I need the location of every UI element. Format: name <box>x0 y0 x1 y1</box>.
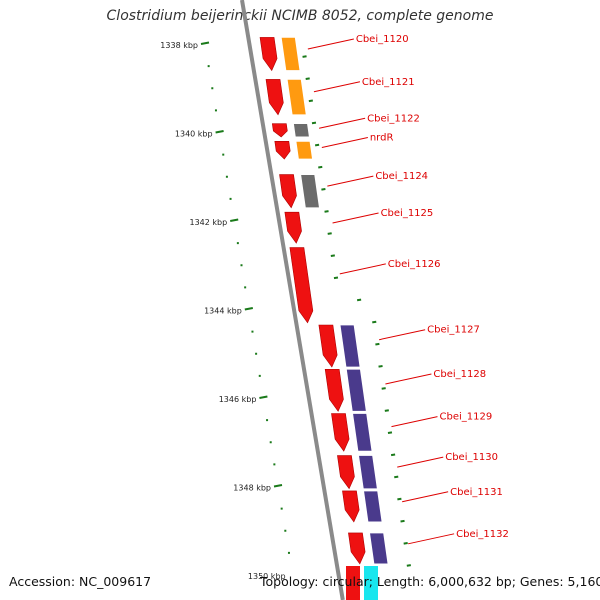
label-leader <box>327 175 374 187</box>
gene-bar[interactable] <box>364 566 378 600</box>
feature-tick <box>403 542 408 545</box>
cds-arrow[interactable] <box>259 37 278 72</box>
backbone-layer <box>240 0 345 600</box>
topology-summary: Topology: circular; Length: 6,000,632 bp… <box>260 574 600 589</box>
label-leader <box>321 137 368 149</box>
ruler-label: 1342 kbp <box>190 218 228 227</box>
major-tick <box>230 218 239 222</box>
major-tick <box>273 484 283 488</box>
label-leader <box>379 329 426 341</box>
feature-tick <box>318 165 323 169</box>
gene-bar[interactable] <box>369 532 389 565</box>
gene-bar[interactable] <box>295 140 313 160</box>
feature-tick <box>394 475 399 479</box>
feature-tick <box>321 188 326 191</box>
feature-tick <box>406 564 411 567</box>
feature-tick <box>327 232 332 235</box>
ruler-label: 1350 kbp <box>248 572 286 581</box>
feature-tick <box>375 342 380 346</box>
ruler-label: 1340 kbp <box>175 130 213 139</box>
major-tick <box>244 307 253 311</box>
gene-label: Cbei_1124 <box>375 171 428 182</box>
label-leader <box>408 533 455 545</box>
gene-bar[interactable] <box>358 455 378 490</box>
feature-tick <box>302 55 307 58</box>
feature-tick <box>372 320 377 324</box>
gene-bar[interactable] <box>363 490 383 523</box>
feature-tick <box>378 365 383 368</box>
feature-tick <box>305 77 310 80</box>
cds-arrow[interactable] <box>279 174 297 209</box>
label-leader <box>319 117 366 129</box>
cds-arrow[interactable] <box>318 324 338 368</box>
gene-label: Cbei_1129 <box>439 412 492 423</box>
major-tick <box>259 395 268 399</box>
gene-label: Cbei_1127 <box>427 325 480 336</box>
cds-arrow[interactable] <box>348 532 366 565</box>
ruler-label: 1348 kbp <box>233 484 271 493</box>
label-leader <box>402 491 449 503</box>
accession-label: Accession: NC_009617 <box>9 574 152 589</box>
cds-arrow[interactable] <box>342 490 360 523</box>
label-leader <box>391 416 438 428</box>
major-tick <box>200 41 210 45</box>
gene-bar[interactable] <box>286 79 307 116</box>
gene-label: Cbei_1120 <box>356 34 409 45</box>
gene-label: Cbei_1130 <box>445 452 498 463</box>
ruler-label: 1344 kbp <box>204 307 242 316</box>
gene-label: Cbei_1132 <box>456 529 509 540</box>
feature-tick <box>356 298 362 302</box>
cds-arrow[interactable] <box>289 247 314 324</box>
backbone-line <box>240 0 345 600</box>
gene-label: Cbei_1128 <box>433 369 486 380</box>
label-leader <box>397 456 444 468</box>
feature-layer <box>259 36 389 600</box>
label-leader <box>339 263 386 275</box>
major-tick <box>215 130 224 134</box>
cds-arrow[interactable] <box>324 368 344 412</box>
gene-bar[interactable] <box>352 413 373 452</box>
ruler-label: 1346 kbp <box>219 395 257 404</box>
label-leader <box>307 38 354 50</box>
label-leader <box>313 81 361 93</box>
feature-tick <box>397 497 402 501</box>
feature-tick <box>333 276 339 280</box>
feature-tick <box>384 409 389 412</box>
gene-label: Cbei_1126 <box>388 259 441 270</box>
gene-bar[interactable] <box>300 174 320 209</box>
gene-label: Cbei_1122 <box>367 113 420 124</box>
gene-bar[interactable] <box>292 123 310 138</box>
label-leader <box>385 373 432 385</box>
ruler-layer: 1338 kbp 1340 kbp 1342 kbp 1344 kbp 1346 kbp… <box>160 41 411 581</box>
label-leader <box>332 212 379 224</box>
feature-tick <box>390 453 396 457</box>
gene-label: Cbei_1125 <box>381 208 434 219</box>
cds-arrow[interactable] <box>284 211 302 244</box>
map-title: Clostridium beijerinckii NCIMB 8052, com… <box>106 8 494 24</box>
gene-label: Cbei_1121 <box>362 77 415 88</box>
feature-tick <box>314 143 320 147</box>
feature-tick <box>308 99 313 103</box>
feature-tick <box>400 519 405 523</box>
cds-arrow[interactable] <box>337 455 355 490</box>
cds-arrow[interactable] <box>265 79 284 116</box>
cds-arrow[interactable] <box>271 123 288 138</box>
cds-arrow[interactable] <box>274 141 291 160</box>
gene-bar[interactable] <box>339 324 361 368</box>
feature-tick <box>311 121 317 125</box>
feature-tick <box>381 387 386 390</box>
feature-tick <box>330 254 335 257</box>
gene-bar[interactable] <box>345 368 367 412</box>
label-layer: Cbei_1120 Cbei_1121 Cbei_1122 nrdR Cbei_1124… <box>307 34 509 545</box>
gene-label: nrdR <box>370 133 394 144</box>
ruler-label: 1338 kbp <box>160 41 198 50</box>
gene-bar[interactable] <box>280 36 301 71</box>
feature-tick <box>324 210 329 213</box>
cds-arrow[interactable] <box>346 566 360 600</box>
feature-tick <box>387 431 393 434</box>
cds-arrow[interactable] <box>331 413 350 452</box>
gene-label: Cbei_1131 <box>450 487 503 498</box>
